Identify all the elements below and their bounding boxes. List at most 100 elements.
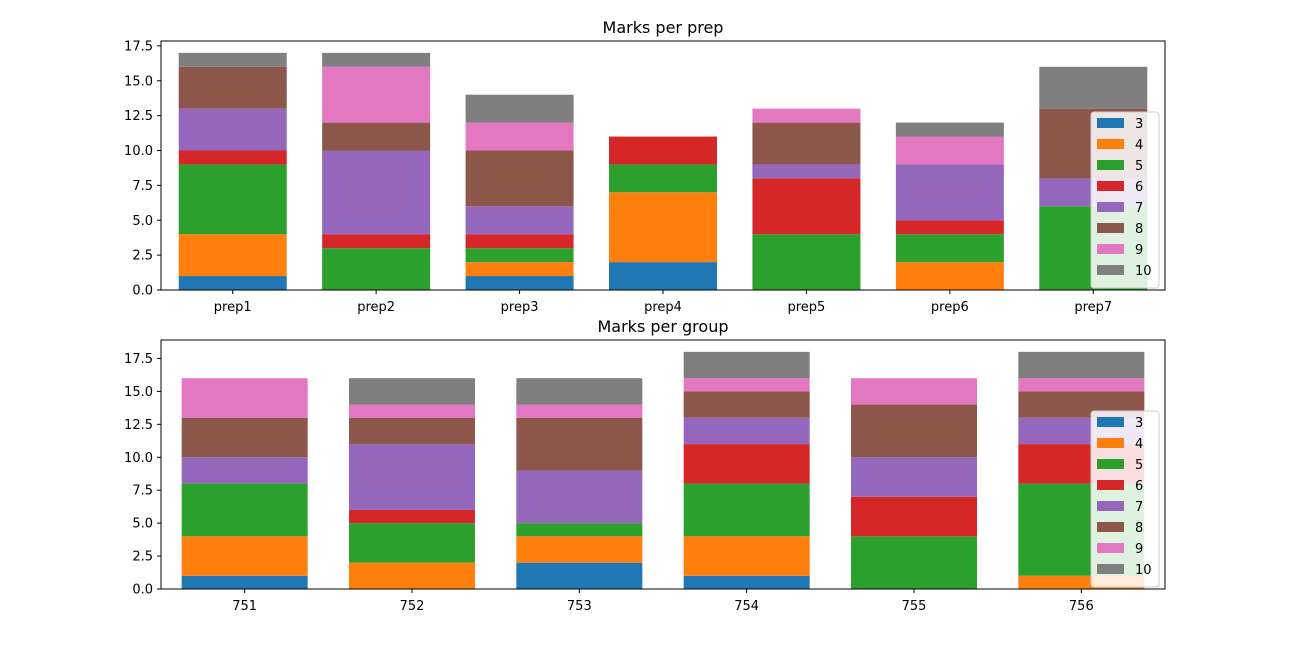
bar-segment bbox=[1018, 351, 1145, 379]
bar-segment bbox=[895, 122, 1004, 137]
legend-swatch bbox=[1097, 459, 1124, 469]
bar-segment bbox=[516, 404, 643, 418]
bar-segment bbox=[895, 234, 1004, 263]
legend-label: 3 bbox=[1135, 416, 1143, 431]
legend-label: 5 bbox=[1135, 159, 1143, 174]
bar-segment bbox=[851, 457, 977, 497]
legend-label: 3 bbox=[1135, 117, 1143, 132]
x-tick-label: 754 bbox=[734, 599, 759, 614]
bar-segment bbox=[465, 150, 574, 207]
x-tick-label: 753 bbox=[567, 599, 592, 614]
y-tick-label: 2.5 bbox=[132, 550, 153, 565]
bar-segment bbox=[683, 417, 810, 445]
legend-swatch bbox=[1097, 160, 1124, 170]
legend-label: 8 bbox=[1135, 222, 1143, 237]
legend-swatch bbox=[1097, 543, 1124, 553]
legend-label: 6 bbox=[1135, 180, 1143, 195]
bar-segment bbox=[683, 575, 810, 589]
y-tick-label: 0.0 bbox=[132, 583, 153, 598]
bar-segment bbox=[752, 178, 861, 235]
bar-segment bbox=[752, 164, 861, 179]
bar-segment bbox=[181, 417, 308, 458]
bar-segment bbox=[349, 417, 475, 445]
bar-segment bbox=[609, 136, 717, 165]
bar-segment bbox=[349, 444, 475, 510]
legend-box bbox=[1090, 111, 1160, 289]
bar-segment bbox=[349, 509, 475, 524]
bar-segment bbox=[322, 66, 431, 123]
x-tick-label: prep1 bbox=[214, 300, 252, 315]
bar-segment bbox=[1039, 66, 1148, 109]
bar-segment bbox=[181, 378, 308, 418]
bar-segment bbox=[516, 378, 643, 405]
bar-segment bbox=[609, 164, 717, 193]
bar-segment bbox=[752, 234, 861, 290]
legend-label: 9 bbox=[1135, 243, 1143, 258]
bar-segment bbox=[322, 122, 431, 151]
bar-segment bbox=[322, 248, 431, 290]
bar-segment bbox=[181, 575, 308, 589]
legend-swatch bbox=[1097, 202, 1124, 212]
x-tick-label: 752 bbox=[400, 599, 425, 614]
bar-segment bbox=[465, 234, 574, 249]
y-tick-label: 5.0 bbox=[132, 214, 153, 229]
bar-segment bbox=[349, 562, 475, 589]
legend-swatch bbox=[1097, 480, 1124, 490]
y-tick-label: 12.5 bbox=[124, 109, 153, 124]
bar-segment bbox=[181, 536, 308, 576]
y-tick-label: 10.0 bbox=[124, 451, 153, 466]
x-tick-label: prep6 bbox=[931, 300, 969, 315]
legend-swatch bbox=[1097, 564, 1124, 574]
bar-segment bbox=[1018, 378, 1145, 392]
bar-segment bbox=[181, 457, 308, 484]
y-tick-label: 5.0 bbox=[132, 517, 153, 532]
legend-label: 5 bbox=[1135, 458, 1143, 473]
chart-marks-per-prep: Marks per prep 0.0 2.5 5.0 7.5 10.0 12.5 15.0 1… bbox=[124, 18, 1166, 315]
legend-swatch bbox=[1097, 139, 1124, 149]
x-tick-label: 756 bbox=[1069, 599, 1094, 614]
bar-segment bbox=[322, 234, 431, 249]
x-tick-label: prep4 bbox=[644, 300, 682, 315]
bar-segment bbox=[895, 220, 1004, 235]
legend-swatch bbox=[1097, 181, 1124, 191]
bar-segment bbox=[516, 470, 643, 524]
bar-segment bbox=[895, 136, 1004, 165]
y-tick-label: 10.0 bbox=[124, 144, 153, 159]
bar-segment bbox=[683, 444, 810, 484]
bar-segment bbox=[349, 404, 475, 418]
x-tick-label: 755 bbox=[902, 599, 927, 614]
x-tick-label: prep7 bbox=[1074, 300, 1112, 315]
legend-swatch bbox=[1097, 223, 1124, 233]
legend-label: 4 bbox=[1135, 437, 1143, 452]
bar-segment bbox=[349, 378, 475, 405]
bar-segment bbox=[322, 150, 431, 235]
bar-segment bbox=[609, 262, 717, 290]
bar-segment bbox=[349, 523, 475, 563]
bar-segment bbox=[752, 122, 861, 165]
legend-swatch bbox=[1097, 244, 1124, 254]
bar-segment bbox=[178, 108, 287, 151]
legend-label: 9 bbox=[1135, 542, 1143, 557]
y-tick-label: 17.5 bbox=[124, 352, 153, 367]
y-tick-label: 17.5 bbox=[124, 39, 153, 54]
plot-frame bbox=[160, 339, 1166, 590]
bar-segment bbox=[516, 562, 643, 589]
bar-segment bbox=[851, 536, 977, 589]
bar-segment bbox=[851, 404, 977, 458]
x-tick-label: prep2 bbox=[357, 300, 395, 315]
bar-segment bbox=[895, 164, 1004, 221]
legend-label: 6 bbox=[1135, 479, 1143, 494]
bar-segment bbox=[851, 378, 977, 405]
y-tick-label: 2.5 bbox=[132, 249, 153, 264]
bar-segment bbox=[178, 66, 287, 109]
legend-label: 8 bbox=[1135, 521, 1143, 536]
legend-label: 4 bbox=[1135, 138, 1143, 153]
legend-swatch bbox=[1097, 501, 1124, 511]
bar-segment bbox=[516, 417, 643, 471]
legend-swatch bbox=[1097, 265, 1124, 275]
chart-title: Marks per group bbox=[597, 317, 728, 336]
y-tick-label: 7.5 bbox=[132, 179, 153, 194]
bar-segment bbox=[516, 536, 643, 563]
legend-label: 7 bbox=[1135, 500, 1143, 515]
